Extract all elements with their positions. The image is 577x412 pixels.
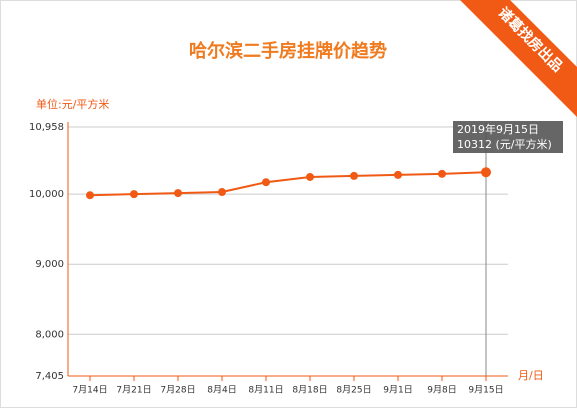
point: [394, 170, 402, 179]
x-tick-label: 7月21日: [116, 385, 151, 396]
point: [174, 189, 182, 198]
y-tick-label: 10,958: [29, 122, 64, 133]
y-tick-label: 7,405: [35, 371, 64, 382]
point: [218, 188, 226, 197]
point: [350, 171, 358, 180]
chart-title: 哈尔滨二手房挂牌价趋势: [189, 40, 387, 62]
x-tick-label: 9月15日: [468, 385, 503, 396]
point: [306, 172, 314, 181]
y-axis-label: 单位:元/平方米: [36, 97, 109, 111]
x-tick-label: 8月4日: [207, 385, 236, 396]
point: [438, 169, 446, 178]
tooltip-title: 2019年9月15日: [457, 122, 539, 136]
badge-ribbon: [460, 0, 577, 117]
tooltip-box: [453, 121, 563, 153]
x-tick-label: 8月18日: [292, 385, 327, 396]
x-tick-label: 8月25日: [336, 385, 371, 396]
x-axis-label: 月/日: [518, 369, 544, 382]
x-tick-label: 9月1日: [383, 385, 412, 396]
x-tick-label: 7月14日: [72, 385, 107, 396]
x-tick-label: 7月28日: [160, 385, 195, 396]
y-tick-label: 8,000: [35, 329, 64, 340]
tooltip-label: 10312 (元/平方米): [457, 137, 552, 151]
point: [262, 178, 270, 187]
point: [130, 190, 138, 199]
x-tick-label: 8月11日: [248, 385, 283, 396]
y-tick-label: 9,000: [35, 259, 64, 270]
x-tick-label: 9月8日: [427, 385, 456, 396]
point: [86, 191, 94, 200]
line: [89, 171, 487, 197]
point: [481, 167, 491, 178]
y-tick-label: 10,000: [29, 189, 64, 200]
